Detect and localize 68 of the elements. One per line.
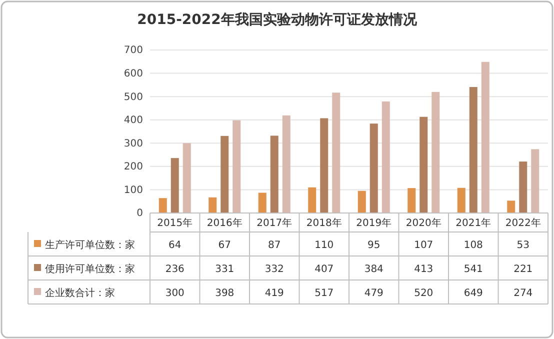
x-tick-label: 2022年 (505, 217, 541, 229)
data-label: 108 (464, 240, 483, 251)
x-tick-label: 2016年 (206, 217, 242, 229)
y-tick-label: 400 (124, 115, 143, 126)
bar (158, 198, 167, 213)
x-tick-label: 2020年 (406, 217, 442, 229)
data-label: 649 (464, 288, 483, 299)
y-tick-label: 0 (136, 208, 143, 220)
bar (270, 136, 278, 213)
x-tick-label: 2017年 (256, 217, 292, 229)
bar (358, 190, 366, 213)
x-tick-label: 2018年 (306, 217, 342, 229)
bar (469, 87, 478, 213)
bar (481, 62, 490, 213)
y-tick-label: 200 (124, 162, 143, 173)
y-tick-label: 700 (124, 45, 143, 56)
bar (457, 188, 466, 213)
x-tick-label: 2015年 (157, 217, 193, 229)
data-label: 53 (516, 240, 530, 251)
bar (531, 149, 540, 213)
bar (232, 120, 241, 213)
bar (420, 116, 428, 213)
data-label: 413 (414, 264, 434, 275)
data-label: 64 (168, 240, 182, 251)
bar (432, 92, 440, 213)
bar (408, 188, 416, 213)
data-label: 541 (464, 264, 483, 275)
data-label: 221 (514, 264, 533, 275)
data-label: 517 (314, 288, 334, 299)
legend-label: 生产许可单位数：家 (45, 239, 135, 251)
bar (382, 101, 390, 213)
data-label: 110 (314, 240, 334, 251)
x-tick-label: 2019年 (356, 217, 392, 229)
bar (320, 118, 328, 213)
data-label: 407 (314, 264, 334, 275)
bar (220, 136, 229, 213)
data-label: 331 (215, 264, 234, 275)
data-label: 95 (368, 240, 380, 251)
data-label: 107 (414, 240, 434, 251)
legend-label: 企业数合计：家 (45, 287, 115, 299)
y-tick-label: 100 (124, 184, 143, 196)
data-label: 398 (215, 288, 234, 299)
bar (170, 158, 179, 213)
data-label: 520 (414, 288, 434, 299)
chart-title: 2015-2022年我国实验动物许可证发放情况 (137, 11, 418, 28)
bar (507, 200, 516, 213)
bar (282, 115, 290, 213)
bar (519, 162, 528, 213)
data-label: 87 (268, 240, 281, 251)
y-tick-label: 300 (124, 138, 143, 150)
bar (258, 192, 266, 213)
bar (208, 197, 217, 213)
bar (182, 143, 191, 213)
data-label: 332 (264, 264, 284, 275)
y-tick-label: 500 (124, 92, 143, 103)
x-tick-label: 2021年 (456, 217, 492, 229)
legend-label: 使用许可单位数：家 (45, 263, 135, 275)
bar (332, 92, 340, 213)
data-label: 419 (264, 288, 284, 299)
bar (308, 187, 316, 213)
data-label: 384 (364, 264, 384, 275)
y-tick-label: 600 (124, 68, 143, 80)
bar (370, 124, 378, 213)
data-label: 274 (514, 288, 533, 299)
data-label: 236 (165, 264, 184, 275)
data-label: 67 (218, 240, 231, 251)
data-label: 479 (364, 288, 384, 299)
data-label: 300 (165, 288, 184, 299)
